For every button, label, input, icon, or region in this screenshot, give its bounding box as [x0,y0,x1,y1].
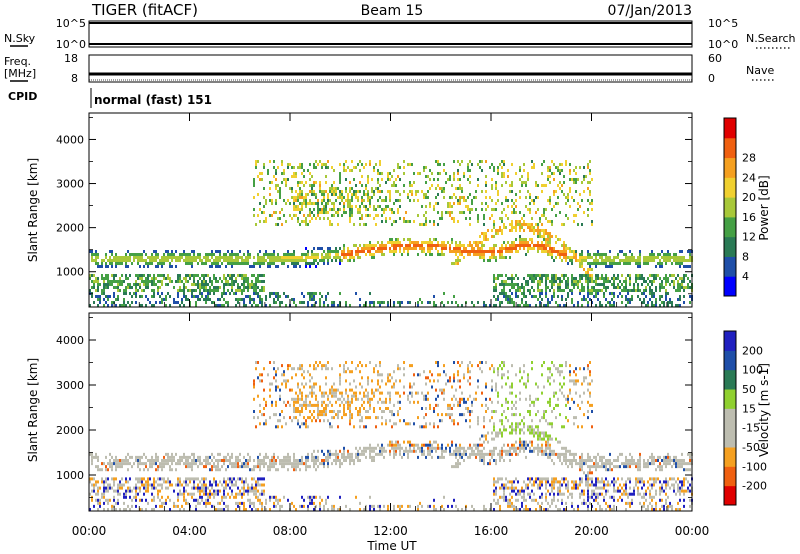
power-ylabel: Slant Range [km] [26,158,40,262]
nsky-label: N.Sky [4,32,36,45]
y-tick-label: 3000 [56,379,84,392]
velocity-colorbar-segment [724,350,736,371]
y-tick-label: 1000 [56,266,84,279]
power-colorbar-tick: 12 [742,231,756,244]
y-tick-label: 2000 [56,424,84,437]
power-colorbar-segment [724,197,736,218]
velocity-colorbar-segment [724,447,736,467]
freq-tick-bottom: 8 [71,72,78,85]
y-tick-label: 2000 [56,222,84,235]
velocity-colorbar-segment [724,389,736,409]
beam-title: Beam 15 [361,3,424,19]
nave-tick-top: 60 [708,52,722,65]
power-colorbar-segment [724,216,736,238]
velocity-y-axis: 1000 2000 3000 4000 [56,317,692,498]
x-tick-label: 12:00 [373,524,408,538]
velocity-heatmap [89,361,693,511]
time-x-axis: 00:00 04:00 08:00 12:00 16:00 20:00 00:00 [72,113,710,538]
power-colorbar-segment [724,118,736,139]
nave-label: Nave [746,64,774,77]
power-colorbar-tick: 28 [742,152,756,165]
power-colorbar-segment [724,276,736,297]
date-title: 07/Jan/2013 [608,3,692,19]
velocity-colorbar-segment [724,466,736,487]
x-tick-label: 20:00 [574,524,609,538]
x-tick-label: 08:00 [273,524,308,538]
power-colorbar-segment [724,236,736,257]
power-colorbar-tick: 8 [742,250,749,263]
power-heatmap [89,160,693,307]
cpid-value: normal (fast) 151 [94,93,212,107]
velocity-colorbar-tick: -100 [742,460,767,473]
velocity-colorbar-tick: 50 [742,383,756,396]
velocity-colorbar-segment [724,427,736,448]
x-tick-label: 04:00 [172,524,207,538]
power-colorbar-segment [724,137,736,159]
nsearch-tick-bottom: 10^0 [708,38,738,51]
power-colorbar-segment [724,256,736,277]
power-colorbar-label: Power [dB] [757,175,771,240]
power-colorbar-tick: 16 [742,211,756,224]
power-colorbar: 4 8 12 16 20 24 28 [723,117,756,297]
y-tick-label: 4000 [56,334,84,347]
freq-panel [88,54,693,83]
freq-label-line2: [MHz] [4,67,36,80]
station-title: TIGER (fitACF) [91,1,198,19]
velocity-ylabel: Slant Range [km] [26,358,40,462]
y-tick-label: 1000 [56,469,84,482]
x-axis-label: Time UT [366,539,417,553]
power-y-axis: 1000 2000 3000 4000 [56,117,692,295]
power-colorbar-tick: 24 [742,171,756,184]
freq-label-line1: Freq. [4,55,31,68]
power-colorbar-segment [724,177,736,198]
velocity-colorbar-tick: -15 [742,422,760,435]
power-colorbar-tick: 20 [742,191,756,204]
velocity-colorbar-segment [724,331,736,351]
velocity-colorbar-tick: 200 [742,344,763,357]
velocity-colorbar: 200 100 50 15 -15 -50 -100 -200 [723,330,767,506]
y-tick-label: 3000 [56,178,84,191]
velocity-colorbar-tick: -200 [742,480,767,493]
nsky-tick-bottom: 10^0 [56,38,86,51]
nsky-panel [88,20,693,48]
velocity-colorbar-tick: 15 [742,402,756,415]
velocity-colorbar-segment [724,408,736,429]
nsearch-label: N.Search [746,32,796,45]
velocity-colorbar-tick: 100 [742,364,763,377]
freq-tick-top: 18 [64,52,78,65]
velocity-colorbar-label: Velocity [m s-1] [757,363,771,457]
power-colorbar-segment [724,157,736,178]
nsearch-tick-top: 10^5 [708,17,738,30]
x-tick-label: 00:00 [72,524,107,538]
nave-tick-bottom: 0 [708,72,715,85]
y-tick-label: 4000 [56,133,84,146]
cpid-label: CPID [8,90,37,103]
x-tick-label: 00:00 [675,524,710,538]
velocity-colorbar-tick: -50 [742,441,760,454]
power-colorbar-tick: 4 [742,270,749,283]
velocity-colorbar-segment [724,485,736,506]
velocity-colorbar-segment [724,369,736,390]
nsky-tick-top: 10^5 [56,17,86,30]
x-tick-label: 16:00 [474,524,509,538]
